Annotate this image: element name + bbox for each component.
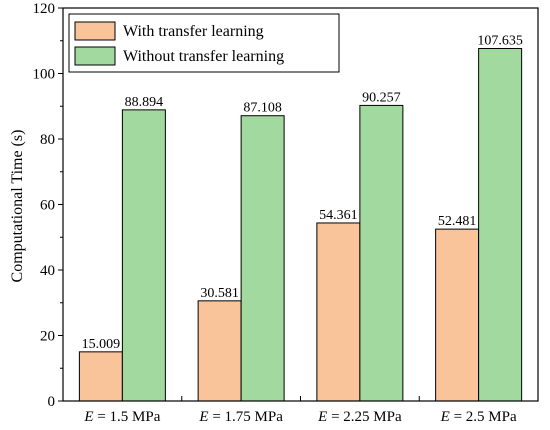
x-tick-label-variable: E (440, 409, 450, 425)
x-tick-label-value: = 2.25 MPa (327, 409, 402, 425)
x-tick-label-value: = 1.75 MPa (209, 409, 284, 425)
x-tick-label-value: = 1.5 MPa (94, 409, 161, 425)
y-tick-label: 100 (33, 67, 56, 83)
data-label: 90.257 (362, 90, 401, 105)
y-tick-label: 80 (40, 132, 55, 148)
data-label: 54.361 (319, 208, 358, 223)
legend-swatch-with-transfer (74, 21, 116, 41)
bar-with-transfer (316, 222, 361, 402)
bar-with-transfer (435, 228, 480, 402)
y-tick-label: 20 (40, 329, 55, 345)
bar-without-transfer (240, 115, 285, 402)
x-tick-label: E = 1.75 MPa (198, 409, 283, 425)
x-tick-label-variable: E (317, 409, 327, 425)
legend-swatch-without-transfer (74, 46, 116, 66)
x-tick-label: E = 1.5 MPa (83, 409, 160, 425)
x-tick-label: E = 2.25 MPa (317, 409, 402, 425)
x-tick-label-variable: E (83, 409, 93, 425)
data-label: 87.108 (243, 101, 282, 116)
data-label: 88.894 (125, 95, 164, 110)
x-tick-label: E = 2.5 MPa (440, 409, 517, 425)
plot-frame (62, 7, 539, 402)
bar-without-transfer (478, 47, 523, 402)
data-label: 107.635 (477, 33, 523, 48)
y-axis-label: Computational Time (s) (9, 130, 26, 283)
legend-label: With transfer learning (123, 23, 264, 40)
y-tick-label: 40 (40, 263, 55, 279)
legend-label: Without transfer learning (123, 48, 284, 65)
bar-with-transfer (197, 300, 242, 402)
x-tick-label-variable: E (198, 409, 208, 425)
data-label: 15.009 (82, 337, 121, 352)
plot-area: 15.009 88.894 E = 1.5 MPa 30.581 87.108 E = 1… (33, 1, 539, 425)
y-tick-label: 0 (48, 394, 56, 410)
x-tick-label-value: = 2.5 MPa (450, 409, 517, 425)
bar-without-transfer (121, 109, 166, 402)
data-label: 30.581 (200, 286, 239, 301)
y-tick-label: 60 (40, 198, 55, 214)
y-tick-label: 120 (33, 1, 56, 17)
bar-without-transfer (359, 104, 404, 402)
data-label: 52.481 (438, 214, 477, 229)
bar-with-transfer (78, 351, 123, 402)
